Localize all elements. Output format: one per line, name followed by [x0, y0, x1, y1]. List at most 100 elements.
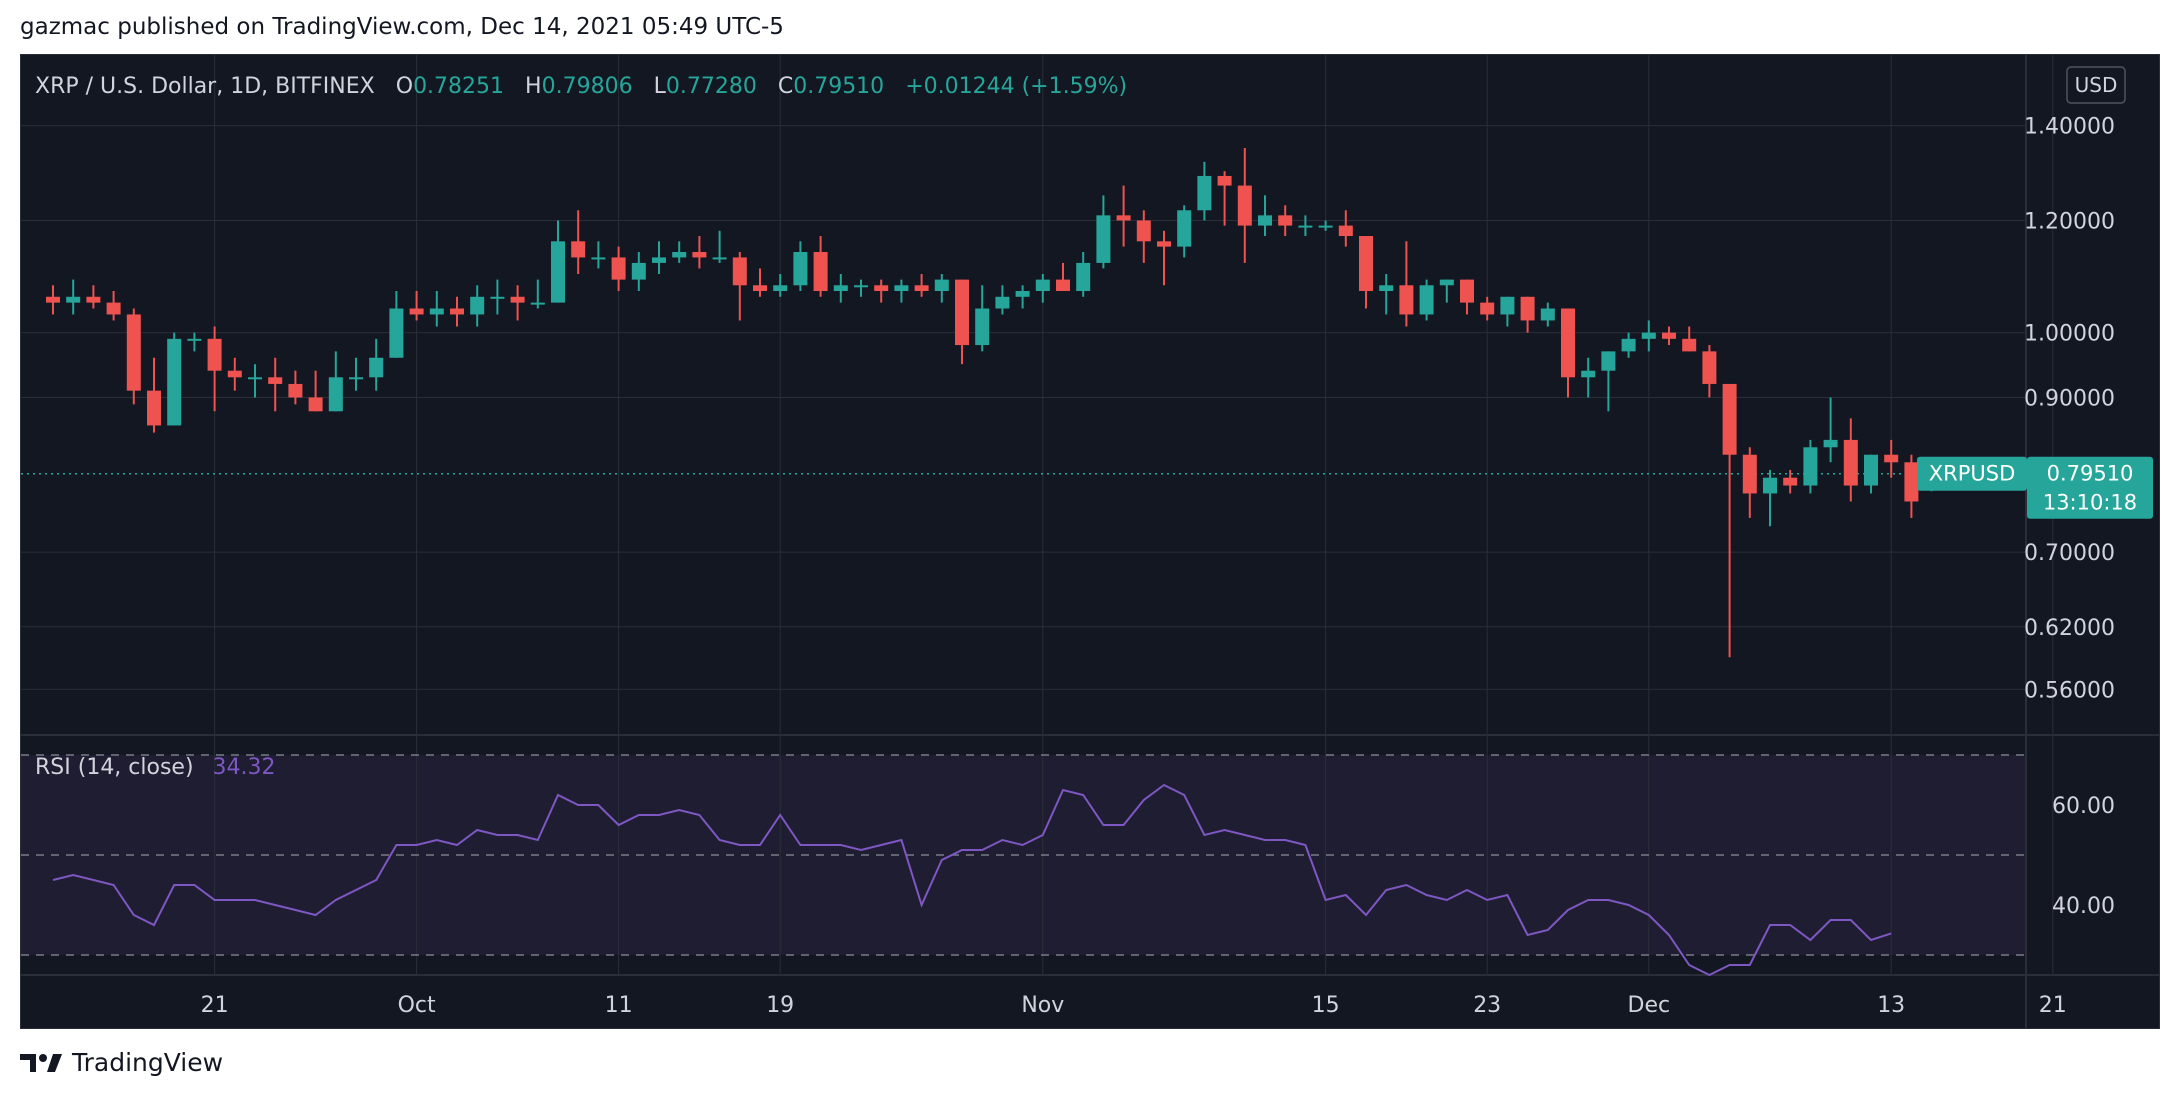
candles-series — [46, 147, 1939, 658]
legend-open-value: 0.78251 — [413, 74, 504, 99]
candle-body — [1258, 215, 1272, 226]
candle-body — [207, 338, 222, 371]
candle-body — [571, 241, 586, 258]
candle-body — [328, 377, 343, 412]
tradingview-logo[interactable]: TradingView — [20, 1048, 223, 1077]
last-price-badge: 0.79510 13:10:18 — [2027, 456, 2153, 519]
candle-body — [934, 279, 949, 292]
candle-body — [833, 285, 848, 292]
candle-body — [409, 308, 424, 315]
candle-body — [1864, 454, 1878, 486]
candle-body — [530, 302, 545, 305]
candle-body — [1439, 279, 1454, 286]
candle-body — [1338, 225, 1353, 237]
candle-body — [510, 296, 525, 303]
time-axis[interactable]: 21 Oct 11 19 Nov 15 23 Dec 13 21 — [201, 993, 2067, 1018]
candle-body — [349, 377, 363, 380]
candle-body — [1742, 454, 1757, 494]
price-tick-label: 0.56000 — [2024, 678, 2115, 703]
candle-body — [1682, 338, 1697, 352]
candle-body — [1823, 439, 1838, 448]
rsi-tick-label: 60.00 — [2052, 794, 2115, 819]
candle-body — [1520, 296, 1535, 321]
candle-body — [308, 397, 323, 412]
symbol-badge-text: XRPUSD — [1929, 462, 2016, 486]
candle-body — [167, 338, 182, 426]
candle-body — [1035, 279, 1050, 292]
time-tick-label: Dec — [1628, 993, 1671, 1018]
candle-body — [874, 285, 889, 292]
candle-body — [1843, 439, 1858, 486]
candle-body — [652, 257, 666, 263]
legend-line: XRP / U.S. Dollar, 1D, BITFINEX O0.78251… — [35, 74, 1127, 99]
price-tick-label: 1.40000 — [2024, 115, 2115, 140]
candle-body — [1399, 285, 1414, 315]
candle-body — [268, 377, 283, 384]
pane-separators — [21, 55, 2159, 1028]
candle-body — [490, 296, 505, 299]
candle-body — [1702, 351, 1717, 384]
candle-body — [955, 279, 969, 346]
rsi-axis[interactable]: 60.00 40.00 — [2052, 794, 2115, 919]
candle-body — [248, 377, 262, 380]
symbol-badge: XRPUSD — [1917, 456, 2027, 491]
candle-body — [227, 370, 242, 378]
candle-body — [1197, 175, 1212, 211]
candle-body — [1056, 279, 1070, 292]
candle-body — [389, 308, 404, 358]
candle-body — [1480, 302, 1495, 315]
rsi-title: RSI (14, close) — [35, 755, 194, 780]
candle-body — [1318, 225, 1333, 228]
legend-open-label: O — [396, 74, 413, 99]
candle-body — [672, 252, 687, 258]
candle-body — [1621, 338, 1636, 352]
currency-label: USD — [2075, 73, 2118, 97]
candle-body — [793, 252, 808, 286]
candle-body — [1237, 185, 1252, 226]
rsi-value: 34.32 — [213, 755, 276, 780]
candle-body — [1641, 332, 1656, 339]
candle-body — [106, 302, 121, 315]
rsi-tick-label: 40.00 — [2052, 894, 2115, 919]
candle-body — [1157, 241, 1171, 247]
candle-body — [1581, 370, 1596, 378]
candle-body — [692, 252, 707, 258]
candle-body — [631, 262, 646, 280]
time-tick-label: 13 — [1877, 993, 1905, 1018]
candle-body — [369, 357, 384, 378]
price-axis[interactable]: 1.40000 1.20000 1.00000 0.90000 0.70000 0.620… — [2024, 115, 2115, 704]
candle-body — [1116, 215, 1131, 221]
rsi-legend: RSI (14, close) 34.32 — [35, 755, 276, 780]
legend-low-value: 0.77280 — [666, 74, 757, 99]
time-tick-label: 23 — [1473, 993, 1501, 1018]
candle-body — [470, 296, 485, 315]
currency-button[interactable]: USD — [2066, 66, 2126, 104]
candle-body — [854, 285, 868, 288]
candle-body — [753, 285, 767, 292]
time-tick-label: Nov — [1021, 993, 1064, 1018]
countdown-timer: 13:10:18 — [2043, 491, 2137, 515]
candle-body — [147, 390, 161, 426]
candle-body — [1803, 447, 1818, 486]
tradingview-logo-icon — [20, 1053, 62, 1072]
candle-body — [1177, 210, 1192, 247]
candle-body — [1783, 477, 1798, 486]
price-tick-label: 1.20000 — [2024, 209, 2115, 234]
candle-body — [1278, 215, 1293, 226]
legend-close-value: 0.79510 — [793, 74, 884, 99]
chart-frame[interactable]: 1.40000 1.20000 1.00000 0.90000 0.70000 0.620… — [20, 54, 2160, 1029]
candle-body — [1904, 462, 1919, 502]
candle-body — [1500, 296, 1515, 315]
candle-body — [813, 252, 828, 292]
candle-body — [611, 257, 626, 280]
chart-canvas[interactable]: 1.40000 1.20000 1.00000 0.90000 0.70000 0.620… — [21, 55, 2160, 1029]
candle-body — [1763, 477, 1777, 494]
candle-body — [773, 285, 788, 292]
candle-body — [975, 308, 990, 346]
legend-high-value: 0.79806 — [542, 74, 633, 99]
candle-body — [1096, 215, 1111, 263]
candle-body — [1217, 175, 1232, 186]
legend-close-label: C — [778, 74, 793, 99]
candle-body — [66, 296, 81, 303]
candle-body — [1298, 225, 1313, 228]
